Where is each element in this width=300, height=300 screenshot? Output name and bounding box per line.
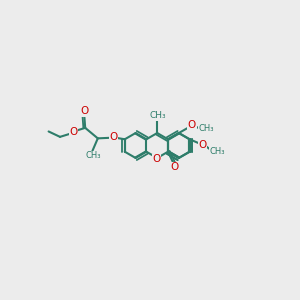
Text: O: O <box>188 120 196 130</box>
Text: CH₃: CH₃ <box>209 147 225 156</box>
Text: O: O <box>170 162 179 172</box>
Text: O: O <box>110 132 118 142</box>
Text: O: O <box>199 140 207 150</box>
Text: CH₃: CH₃ <box>149 111 166 120</box>
Text: O: O <box>152 154 161 164</box>
Text: CH₃: CH₃ <box>85 151 101 160</box>
Text: CH₃: CH₃ <box>199 124 214 133</box>
Text: O: O <box>81 106 89 116</box>
Text: O: O <box>69 128 78 137</box>
